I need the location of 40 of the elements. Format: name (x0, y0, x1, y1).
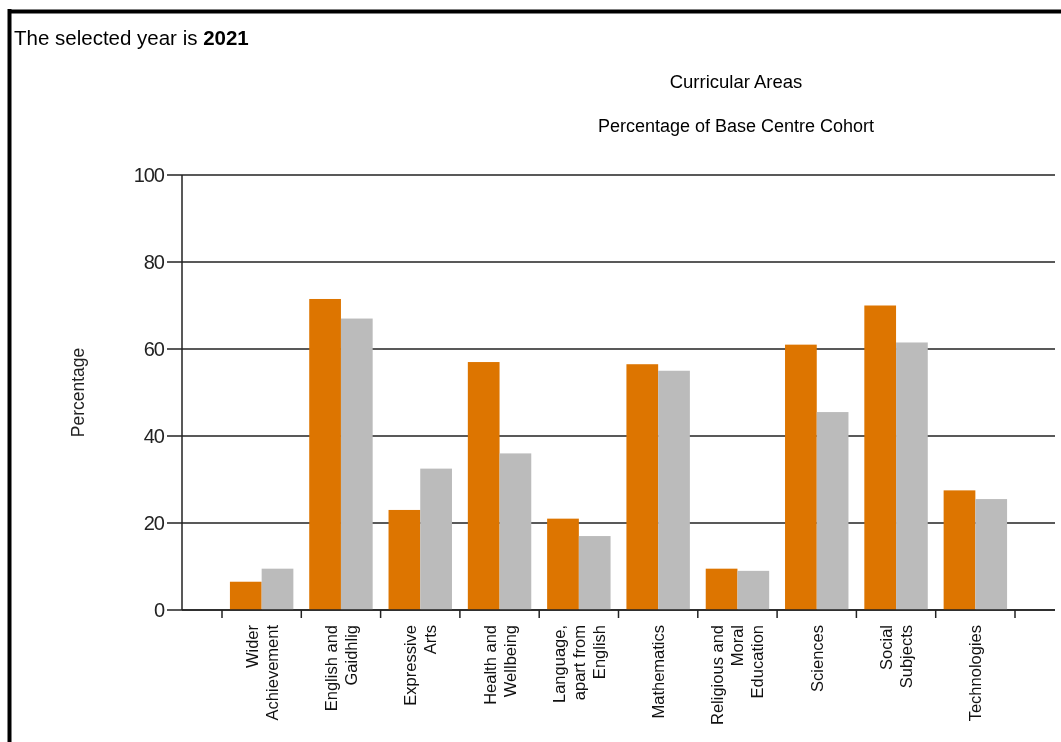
chart-subtitle: Percentage of Base Centre Cohort (597, 116, 875, 136)
y-axis-title: Percentage (68, 347, 88, 438)
x-tick-label: English and Gaidhlig (321, 625, 360, 712)
x-tick-label: Language, apart from English (549, 625, 608, 703)
x-tick-label: Sciences (807, 625, 826, 692)
chart-title: Curricular Areas (669, 71, 803, 92)
bar (467, 362, 500, 610)
bar (816, 412, 849, 610)
bar (261, 568, 294, 610)
x-tick-label: Mathematics (649, 625, 668, 719)
x-tick-label: Health and Wellbeing (480, 625, 519, 705)
y-tick-label: 20 (143, 512, 165, 535)
bar (420, 468, 452, 610)
x-tick-label: Religious and Moral Education (708, 625, 767, 725)
bar (578, 536, 611, 610)
bar (658, 370, 690, 610)
y-tick-label: 60 (143, 338, 165, 361)
bar (309, 298, 341, 610)
bar (864, 305, 897, 610)
y-tick-label: 0 (153, 599, 165, 622)
bar (975, 499, 1008, 610)
text: The selected year is 2021 (14, 26, 249, 49)
bar (943, 490, 976, 610)
x-tick-label: Technologies (966, 625, 985, 722)
x-tick-label: Wider Achievement (242, 624, 281, 721)
bar (229, 581, 262, 610)
y-tick-label: 40 (143, 425, 165, 448)
bar (737, 570, 770, 610)
bar (705, 568, 738, 610)
bar (388, 509, 421, 610)
bar (896, 342, 928, 610)
x-tick-label: Social Subjects (877, 625, 916, 689)
x-tick-label: Expressive Arts (401, 625, 440, 706)
bar (499, 453, 532, 610)
bar (340, 318, 373, 610)
y-tick-label: 80 (143, 251, 165, 274)
bar (547, 518, 579, 610)
bar (626, 364, 659, 610)
bar (785, 344, 817, 610)
y-tick-label: 100 (133, 164, 165, 187)
